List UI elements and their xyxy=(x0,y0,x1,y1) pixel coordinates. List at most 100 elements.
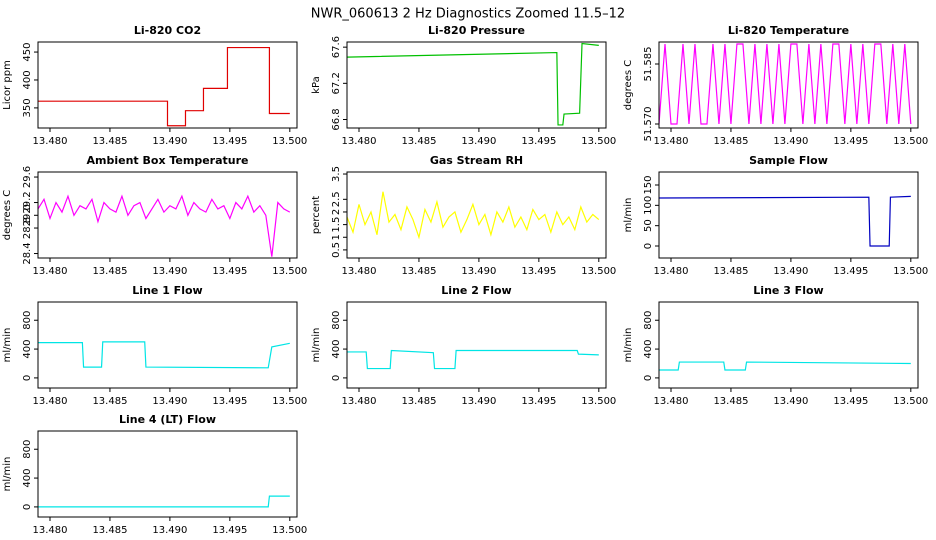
plot-frame xyxy=(37,301,298,389)
x-tick-label: 13.485 xyxy=(401,396,436,407)
y-tick-label: 28.8 xyxy=(22,217,33,239)
x-tick-label: 13.485 xyxy=(713,136,748,147)
y-tick-label: 2.5 xyxy=(331,191,342,207)
y-tick-label: 800 xyxy=(643,311,654,330)
x-tick-label: 13.480 xyxy=(653,396,688,407)
y-tick-label: 29.2 xyxy=(22,191,33,213)
x-tick-label: 13.490 xyxy=(152,396,187,407)
plot-frame xyxy=(658,301,919,389)
x-tick-label: 13.480 xyxy=(653,136,688,147)
x-tick-label: 13.480 xyxy=(341,266,376,277)
x-tick-label: 13.495 xyxy=(212,266,247,277)
y-tick-label: 67.2 xyxy=(331,72,342,94)
y-axis-label: ml/min xyxy=(2,457,13,492)
panel-title: Line 1 Flow xyxy=(132,284,202,297)
y-tick-label: 400 xyxy=(331,340,342,359)
x-tick-label: 13.485 xyxy=(92,136,127,147)
x-tick-label: 13.485 xyxy=(92,266,127,277)
y-tick-label: 800 xyxy=(22,440,33,459)
data-line xyxy=(346,42,599,126)
x-tick-label: 13.495 xyxy=(212,525,247,536)
x-tick-label: 13.480 xyxy=(653,266,688,277)
x-tick-label: 13.490 xyxy=(461,266,496,277)
x-tick-label: 13.490 xyxy=(461,396,496,407)
x-tick-label: 13.490 xyxy=(461,136,496,147)
data-line xyxy=(658,195,911,247)
x-tick-label: 13.500 xyxy=(893,396,928,407)
y-tick-label: 100 xyxy=(643,196,654,215)
y-axis-label: ml/min xyxy=(311,328,322,363)
plot-frame xyxy=(346,171,607,259)
x-tick-label: 13.480 xyxy=(32,396,67,407)
plot-frame xyxy=(658,41,919,129)
y-tick-label: 51.570 xyxy=(643,107,654,142)
x-tick-label: 13.490 xyxy=(773,266,808,277)
data-line xyxy=(37,194,291,257)
x-tick-label: 13.485 xyxy=(92,396,127,407)
panel-title: Sample Flow xyxy=(749,154,828,167)
y-tick-label: 51.585 xyxy=(643,47,654,82)
data-line xyxy=(347,349,599,370)
panel-title: Line 2 Flow xyxy=(441,284,511,297)
panel-title: Li-820 Pressure xyxy=(428,24,525,37)
y-tick-label: 0 xyxy=(643,375,654,381)
plot-frame xyxy=(37,430,298,518)
x-tick-label: 13.495 xyxy=(521,396,556,407)
x-tick-label: 13.480 xyxy=(32,266,67,277)
x-tick-label: 13.500 xyxy=(893,136,928,147)
y-axis-label: ml/min xyxy=(623,328,634,363)
x-tick-label: 13.500 xyxy=(272,136,307,147)
y-tick-label: 400 xyxy=(22,469,33,488)
x-tick-label: 13.495 xyxy=(833,266,868,277)
data-line xyxy=(658,43,912,125)
x-tick-label: 13.500 xyxy=(272,525,307,536)
y-tick-label: 29.6 xyxy=(22,166,33,188)
y-tick-label: 450 xyxy=(22,43,33,62)
x-tick-label: 13.500 xyxy=(272,396,307,407)
y-axis-label: ml/min xyxy=(2,328,13,363)
x-tick-label: 13.495 xyxy=(521,266,556,277)
y-tick-label: 400 xyxy=(643,340,654,359)
x-tick-label: 13.495 xyxy=(521,136,556,147)
x-tick-label: 13.500 xyxy=(893,266,928,277)
y-tick-label: 400 xyxy=(22,340,33,359)
x-tick-label: 13.490 xyxy=(152,136,187,147)
x-tick-label: 13.485 xyxy=(92,525,127,536)
panel-title: Li-820 Temperature xyxy=(728,24,849,37)
data-line xyxy=(346,191,600,240)
y-tick-label: 150 xyxy=(643,175,654,194)
panel-title: Line 3 Flow xyxy=(753,284,823,297)
x-tick-label: 13.480 xyxy=(32,136,67,147)
x-tick-label: 13.480 xyxy=(341,396,376,407)
plot-frame xyxy=(346,41,607,129)
y-tick-label: 28.4 xyxy=(22,242,33,264)
y-tick-label: 1 xyxy=(331,234,342,240)
y-axis-label: degrees C xyxy=(623,60,634,110)
panel-title: Ambient Box Temperature xyxy=(87,154,249,167)
panel-title: Gas Stream RH xyxy=(430,154,523,167)
x-tick-label: 13.500 xyxy=(581,396,616,407)
panel-title: Li-820 CO2 xyxy=(134,24,201,37)
y-tick-label: 800 xyxy=(22,311,33,330)
x-tick-label: 13.500 xyxy=(581,266,616,277)
x-tick-label: 13.500 xyxy=(272,266,307,277)
x-tick-label: 13.485 xyxy=(401,136,436,147)
x-tick-label: 13.480 xyxy=(341,136,376,147)
y-tick-label: 0 xyxy=(22,375,33,381)
x-tick-label: 13.500 xyxy=(581,136,616,147)
data-line xyxy=(38,495,290,508)
x-tick-label: 13.485 xyxy=(713,266,748,277)
data-line xyxy=(659,361,911,371)
plot-frame xyxy=(658,171,919,259)
y-tick-label: 29.0 xyxy=(22,204,33,226)
y-tick-label: 400 xyxy=(22,70,33,89)
y-tick-label: 50 xyxy=(643,219,654,232)
y-axis-label: kPa xyxy=(311,76,322,94)
y-tick-label: 2 xyxy=(331,209,342,215)
x-tick-label: 13.490 xyxy=(773,136,808,147)
y-tick-label: 800 xyxy=(331,311,342,330)
y-axis-label: degrees C xyxy=(2,190,13,240)
data-line xyxy=(38,46,290,127)
x-tick-label: 13.490 xyxy=(773,396,808,407)
